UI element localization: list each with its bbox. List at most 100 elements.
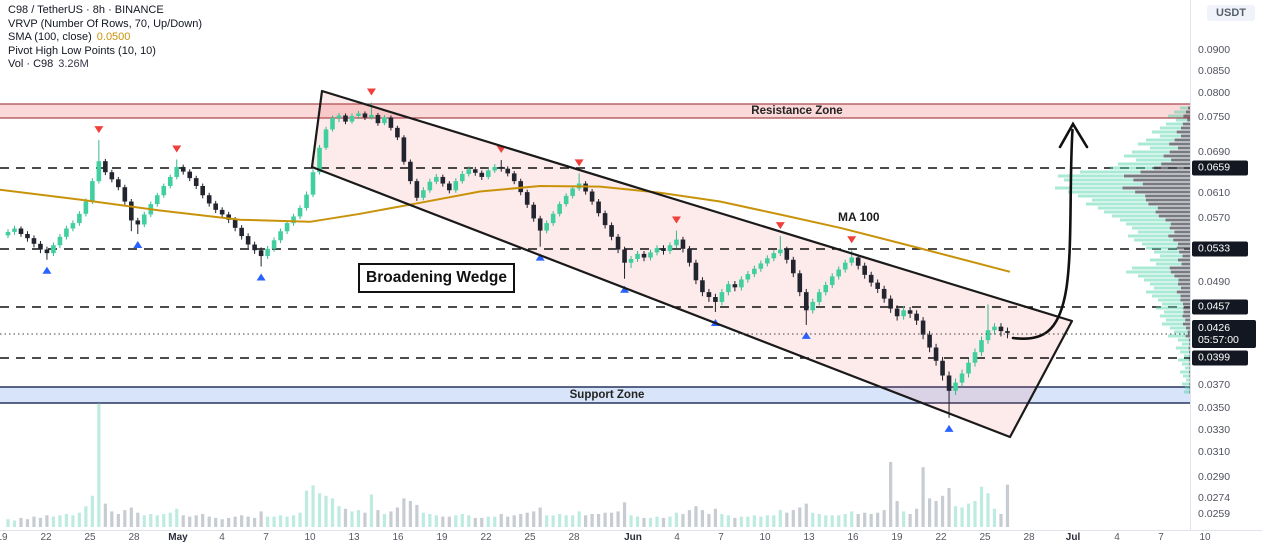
volume-profile-up-bar	[1152, 294, 1181, 298]
pivot-high-marker	[671, 216, 681, 224]
candle-body	[297, 207, 303, 217]
time-tick: 10	[759, 532, 771, 543]
currency-chip[interactable]: USDT	[1207, 5, 1255, 21]
volume-profile-down-bar	[1171, 158, 1190, 162]
time-tick: 19	[891, 532, 903, 543]
volume-bar	[142, 515, 146, 527]
volume-profile-up-bar	[1182, 362, 1190, 366]
candle-body	[103, 161, 108, 173]
volume-profile-up-bar	[1176, 118, 1188, 122]
current-price: 0.0426	[1198, 322, 1231, 334]
indicator-legend[interactable]: C98 / TetherUS · 8h · BINANCE VRVP (Numb…	[8, 4, 202, 72]
candle-body	[719, 292, 725, 302]
pivot-low-marker	[801, 331, 811, 339]
volume-bar	[395, 507, 399, 527]
sma-label[interactable]: SMA (100, close)	[8, 31, 92, 43]
candle-body	[317, 147, 322, 173]
volume-profile-up-bar	[1136, 158, 1172, 162]
time-tick: 4	[674, 532, 680, 543]
volume-bar	[32, 516, 36, 527]
candle-body	[726, 284, 731, 293]
candle-body	[765, 258, 770, 264]
volume-bar	[434, 515, 438, 527]
candle-body	[784, 249, 790, 260]
volume-bar	[129, 507, 133, 527]
volume-bar	[324, 495, 328, 527]
volume-bar	[584, 515, 588, 527]
indicator-pivot[interactable]: Pivot High Low Points (10, 10)	[8, 44, 156, 57]
pivot-high-marker	[94, 126, 104, 134]
volume-profile-up-bar	[1180, 370, 1189, 374]
candle-body	[174, 166, 180, 177]
volume-profile-up-bar	[1182, 342, 1190, 346]
candle-body	[343, 115, 348, 122]
volume-bar	[590, 514, 594, 527]
volume-bar	[635, 516, 640, 527]
volume-bar	[175, 508, 179, 527]
candle-body	[803, 292, 809, 311]
price-level-tag: 0.0399	[1192, 350, 1248, 366]
candle-body	[998, 326, 1004, 332]
volume-bar	[837, 515, 841, 527]
pivot-low-marker	[133, 241, 143, 249]
volume-bar	[330, 498, 335, 527]
time-tick: 22	[935, 532, 947, 543]
volume-bar	[772, 515, 776, 527]
time-tick: 16	[847, 532, 859, 543]
volume-profile-down-bar	[1180, 298, 1190, 302]
volume-bar	[246, 516, 250, 527]
volume-profile-up-bar	[1180, 350, 1189, 354]
volume-profile-up-bar	[1184, 354, 1190, 358]
volume-profile-down-bar	[1158, 214, 1190, 218]
time-tick: 7	[1158, 532, 1164, 543]
candle-body	[447, 183, 452, 191]
price-tick: 0.0800	[1198, 87, 1231, 99]
volume-bar	[233, 516, 237, 527]
volume-bar	[337, 506, 341, 527]
volume-bar	[707, 514, 711, 527]
vol-label[interactable]: Vol · C98	[8, 58, 54, 70]
volume-profile-down-bar	[1176, 246, 1190, 250]
candle-body	[485, 170, 491, 177]
volume-profile-down-bar	[1183, 306, 1190, 310]
volume-profile-up-bar	[1112, 214, 1159, 218]
volume-bar	[986, 493, 990, 527]
symbol-title[interactable]: C98 / TetherUS · 8h · BINANCE	[8, 4, 164, 16]
volume-profile-down-bar	[1154, 166, 1190, 170]
volume-bar	[519, 514, 523, 527]
volume-profile-down-bar	[1176, 130, 1190, 134]
volume-profile-up-bar	[1086, 202, 1149, 206]
volume-profile-up-bar	[1168, 114, 1184, 118]
volume-profile-down-bar	[1185, 334, 1190, 338]
volume-profile-down-bar	[1182, 122, 1190, 126]
indicator-vrvp[interactable]: VRVP (Number Of Rows, 70, Up/Down)	[8, 17, 202, 30]
volume-profile-up-bar	[1068, 190, 1136, 194]
volume-bar	[811, 512, 815, 527]
price-tick: 0.0310	[1198, 446, 1231, 458]
volume-profile-down-bar	[1189, 374, 1190, 378]
candle-body	[466, 169, 472, 174]
candle-body	[232, 219, 238, 228]
volume-bar	[110, 511, 114, 527]
volume-bar	[155, 515, 159, 527]
volume-bar	[253, 517, 257, 527]
volume-bar	[596, 514, 601, 527]
candle-body	[518, 181, 524, 193]
candle-body	[557, 204, 562, 214]
ma100-label: MA 100	[838, 210, 880, 224]
volume-bar	[227, 517, 231, 527]
volume-profile-down-bar	[1178, 146, 1190, 150]
volume-profile-down-bar	[1174, 230, 1190, 234]
price-tick: 0.0610	[1198, 187, 1231, 199]
candle-body	[498, 166, 504, 169]
volume-bar	[499, 514, 503, 527]
time-axis[interactable]: 19 22 25 28 May 4 7 10 13 16 19 22 25 28 Jun 4 7 10 13 16 19…	[0, 530, 1262, 545]
candle-body	[816, 292, 822, 302]
candle-body	[959, 373, 965, 383]
candle-body	[940, 360, 945, 376]
volume-bar	[486, 516, 490, 527]
volume-bar	[713, 508, 718, 527]
price-axis[interactable]: USDT 0.0900 0.0850 0.0800 0.0750 0.0690 0.061…	[1190, 0, 1262, 530]
volume-bar	[266, 516, 270, 527]
